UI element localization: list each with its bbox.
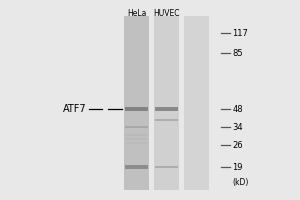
Text: HeLa: HeLa: [127, 9, 146, 18]
Bar: [125, 165, 148, 169]
Bar: [125, 134, 148, 136]
Text: 19: 19: [232, 162, 243, 171]
Bar: [125, 142, 148, 144]
Text: 117: 117: [232, 28, 248, 38]
Text: 34: 34: [232, 122, 243, 132]
Bar: [155, 107, 178, 111]
Bar: [154, 16, 179, 190]
Bar: [125, 126, 148, 128]
Text: 85: 85: [232, 48, 243, 58]
Text: ATF7: ATF7: [63, 104, 87, 114]
Bar: [155, 166, 178, 168]
Bar: [184, 16, 209, 190]
Bar: [125, 138, 148, 140]
Text: (kD): (kD): [232, 178, 249, 186]
Text: 48: 48: [232, 104, 243, 114]
Text: HUVEC: HUVEC: [153, 9, 180, 18]
Bar: [124, 16, 149, 190]
Text: 26: 26: [232, 140, 243, 149]
Bar: [125, 107, 148, 111]
Bar: [155, 119, 178, 121]
